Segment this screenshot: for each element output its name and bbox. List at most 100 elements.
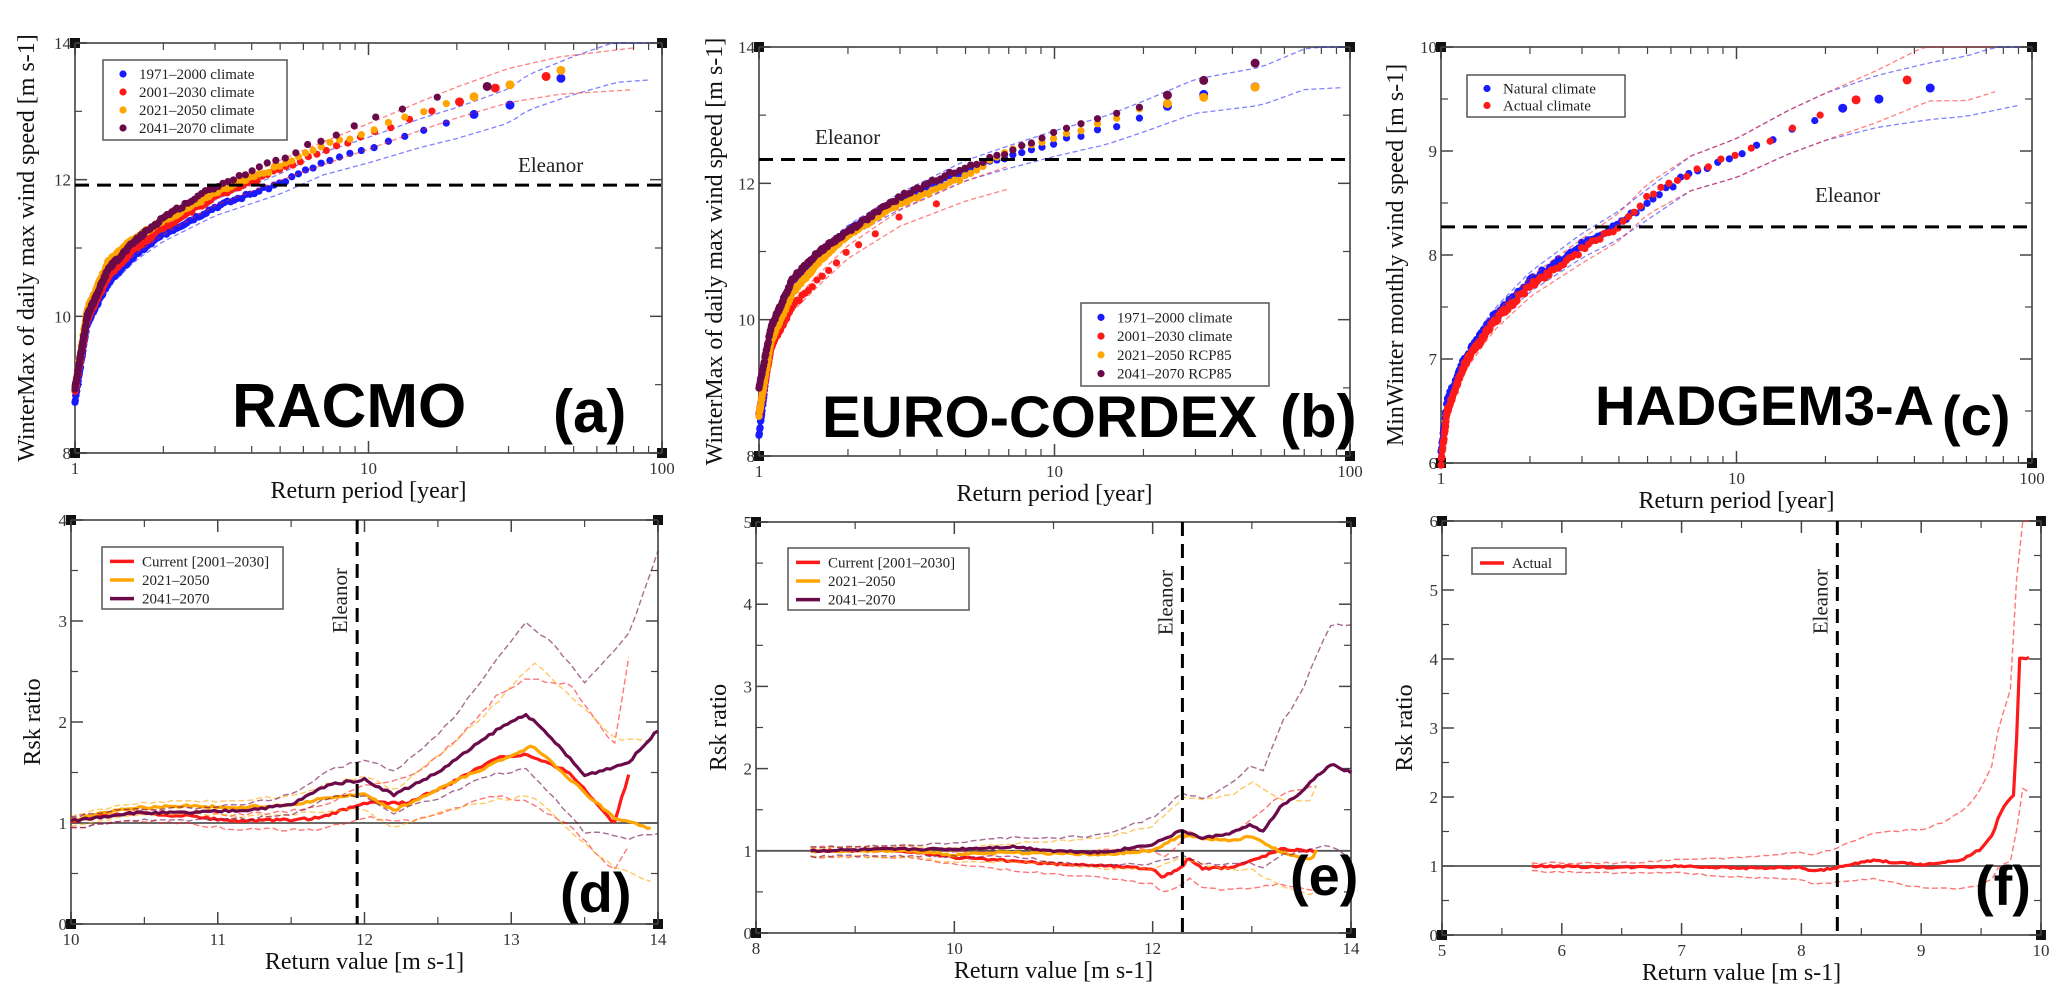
- data-point: [1609, 228, 1617, 236]
- confidence-lower-dashed: [810, 855, 1317, 893]
- data-point: [1018, 149, 1026, 157]
- data-point: [281, 154, 289, 162]
- y-tick-label: 8: [747, 447, 756, 466]
- x-tick-label: 1: [71, 459, 80, 478]
- legend-marker: [119, 106, 127, 114]
- confidence-upper-dashed: [758, 165, 1009, 412]
- data-point: [1062, 124, 1071, 132]
- data-point: [871, 230, 879, 238]
- y-tick-label: 7: [1429, 350, 1438, 369]
- panel-b-euro-cordex-return-period: 1 10 100 8 10 12 14 Return period [year] WinterM…: [702, 38, 1363, 507]
- legend-marker: [1097, 313, 1105, 321]
- legend-marker: [1097, 351, 1105, 359]
- x-tick-label: 10: [360, 459, 377, 478]
- data-point: [541, 71, 551, 81]
- panel-letter-label: (f): [1975, 854, 2031, 917]
- data-point: [1752, 141, 1761, 149]
- y-tick-label: 3: [1430, 719, 1439, 738]
- data-point: [350, 122, 358, 130]
- data-point: [1717, 155, 1725, 163]
- data-point: [442, 100, 450, 108]
- legend: Current [2001–2030] 2021–2050 2041–2070: [787, 547, 970, 611]
- y-axis-title: WinterMax of daily max wind speed [m s-1…: [14, 34, 40, 462]
- data-point: [346, 149, 354, 157]
- data-point: [1902, 75, 1912, 85]
- legend-label: 2021–2050: [828, 574, 896, 590]
- x-tick-label: 13: [503, 930, 520, 949]
- eleanor-label: Eleanor: [1153, 570, 1177, 635]
- y-tick-label: 4: [59, 511, 68, 530]
- data-point: [357, 130, 365, 139]
- data-point: [993, 151, 1001, 159]
- data-point: [1162, 99, 1172, 109]
- series-2041-2070-rcp85: [755, 58, 1260, 392]
- data-point: [1049, 134, 1058, 143]
- confidence-lower-dashed: [70, 794, 630, 871]
- confidence-lower-dashed: [810, 844, 1352, 869]
- data-point: [1113, 123, 1121, 131]
- legend-marker: [119, 88, 127, 96]
- data-point: [1747, 144, 1755, 152]
- data-point: [288, 173, 296, 181]
- data-point: [818, 272, 826, 280]
- data-point: [1199, 92, 1209, 102]
- legend-marker: [1097, 370, 1105, 378]
- data-point: [288, 157, 296, 165]
- x-tick-label: 10: [2033, 941, 2050, 960]
- data-point: [505, 80, 515, 90]
- data-point: [322, 146, 330, 155]
- x-tick-label: 12: [356, 930, 373, 949]
- legend: 1971–2000 climate 2001–2030 climate 2021–2…: [102, 59, 288, 141]
- data-point: [1062, 129, 1071, 138]
- y-tick-label: 10: [1420, 38, 1437, 57]
- data-point: [1437, 461, 1445, 469]
- x-axis-title: Return value [m s-1]: [1642, 960, 1841, 986]
- data-point: [1520, 290, 1529, 298]
- data-point: [401, 113, 409, 121]
- eleanor-label: Eleanor: [1808, 569, 1832, 634]
- y-tick-label: 0: [1430, 926, 1439, 945]
- data-point: [455, 97, 465, 107]
- x-tick-label: 14: [1343, 939, 1361, 958]
- data-point: [1657, 183, 1665, 191]
- data-point: [281, 178, 290, 186]
- y-tick-label: 3: [744, 677, 753, 696]
- legend: Actual: [1471, 547, 1567, 575]
- legend-marker: [119, 70, 127, 78]
- y-tick-label: 1: [59, 814, 68, 833]
- data-point: [370, 126, 378, 134]
- series-line: [1531, 655, 2030, 873]
- data-point: [1440, 435, 1448, 443]
- legend-label: 2001–2030 climate: [139, 85, 255, 101]
- legend-label: Current [2001–2030]: [142, 554, 269, 570]
- data-point: [1630, 208, 1638, 216]
- y-tick-label: 2: [59, 713, 68, 732]
- panel-f-hadgem3-risk-ratio: 5 6 7 8 9 10 0 1 2 3 4 5 6 Return value [m s-1] Rsk ra…: [1392, 512, 2050, 986]
- y-tick-label: 5: [744, 513, 753, 532]
- data-point: [272, 156, 280, 165]
- eleanor-label: Eleanor: [328, 568, 352, 633]
- data-point: [1816, 111, 1824, 119]
- data-point: [490, 83, 500, 93]
- x-tick-label: 1: [1437, 469, 1446, 488]
- panel-letter-label: (d): [560, 861, 632, 924]
- series-2041-2070: [810, 623, 1352, 869]
- confidence-lower-dashed: [1440, 91, 1996, 470]
- confidence-lower-dashed: [70, 794, 651, 882]
- legend-label: 2041–2070: [142, 592, 210, 608]
- data-point: [229, 176, 238, 184]
- x-tick-label: 12: [1144, 939, 1161, 958]
- legend-label: Actual: [1512, 556, 1552, 572]
- legend-label: Current [2001–2030]: [828, 555, 955, 571]
- data-point: [967, 169, 975, 178]
- x-tick-label: 6: [1558, 941, 1567, 960]
- data-point: [842, 248, 850, 256]
- y-tick-label: 5: [1430, 581, 1439, 600]
- y-tick-label: 12: [738, 174, 755, 193]
- data-point: [292, 149, 300, 157]
- x-tick-label: 10: [1046, 462, 1063, 481]
- data-point: [1199, 75, 1209, 85]
- data-point: [1693, 165, 1701, 173]
- model-name-label: HADGEM3-A: [1595, 374, 1934, 437]
